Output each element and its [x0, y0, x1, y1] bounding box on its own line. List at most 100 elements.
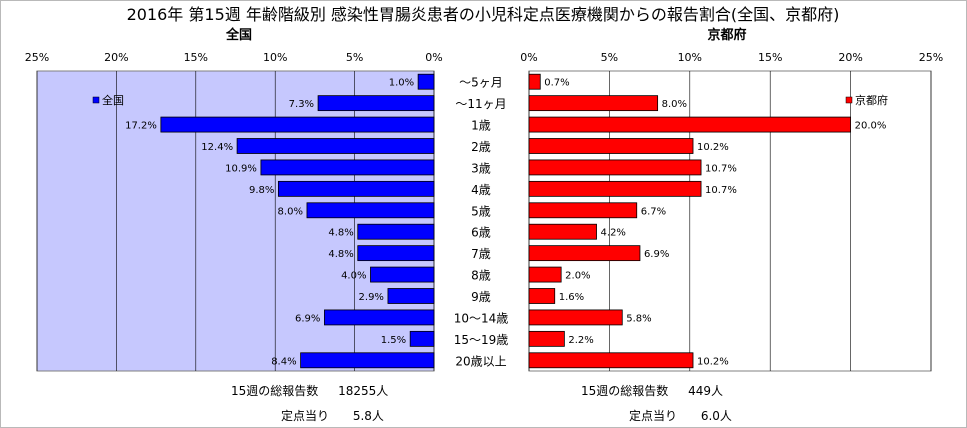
category-label: 4歳 [471, 183, 491, 197]
national-data-label: 17.2% [125, 121, 157, 132]
kyoto-bar [528, 288, 556, 304]
national-data-label: 4.0% [341, 271, 366, 282]
kyoto-tick-label: 15% [758, 51, 782, 64]
kyoto-bar [528, 309, 623, 326]
national-tick-label: 10% [263, 51, 287, 64]
national-per-value: 5.8人 [352, 409, 384, 423]
kyoto-legend-swatch [845, 96, 853, 104]
kyoto-data-label: 5.8% [626, 313, 651, 324]
national-tick-label: 25% [25, 51, 49, 64]
category-label: 5歳 [471, 204, 491, 218]
national-bar [306, 202, 435, 219]
kyoto-bar [528, 159, 702, 176]
national-tick-label: 20% [104, 51, 128, 64]
kyoto-per-value: 6.0人 [700, 409, 732, 423]
national-data-label: 6.9% [295, 313, 320, 324]
national-total-row: 15週の総報告数 18255人 [231, 382, 388, 399]
category-label: 1歳 [471, 119, 491, 133]
kyoto-tick-label: 0% [520, 51, 537, 64]
national-plot-area [36, 70, 435, 372]
kyoto-bar [528, 138, 694, 154]
national-tick-label: 15% [184, 51, 208, 64]
national-data-label: 1.5% [381, 335, 406, 346]
kyoto-data-label: 6.7% [641, 206, 666, 217]
national-data-label: 1.0% [389, 78, 414, 89]
kyoto-legend-label: 京都府 [855, 93, 888, 107]
kyoto-bar [528, 245, 641, 262]
national-bar [417, 73, 435, 90]
national-bar [260, 159, 435, 176]
national-data-label: 4.8% [328, 228, 353, 239]
kyoto-data-label: 10.2% [697, 356, 729, 367]
kyoto-bar [528, 266, 562, 283]
kyoto-total-value: 449人 [688, 384, 724, 398]
category-label: 10～14歳 [454, 311, 509, 325]
kyoto-data-label: 20.0% [855, 121, 887, 132]
national-bar [357, 245, 435, 262]
category-label: ～5ヶ月 [459, 76, 503, 90]
kyoto-tick-label: 20% [838, 51, 862, 64]
national-data-label: 4.8% [328, 249, 353, 260]
category-label: 7歳 [471, 247, 491, 261]
kyoto-data-label: 10.7% [705, 185, 737, 196]
kyoto-data-label: 8.0% [662, 99, 687, 110]
kyoto-panel-title: 京都府 [707, 27, 746, 43]
national-data-label: 12.4% [201, 142, 233, 153]
national-data-label: 2.9% [359, 292, 384, 303]
kyoto-data-label: 4.2% [601, 228, 626, 239]
national-legend-label: 全国 [102, 93, 124, 107]
national-data-label: 10.9% [225, 163, 257, 174]
kyoto-data-label: 10.7% [705, 163, 737, 174]
kyoto-bar [528, 352, 694, 369]
national-bar [277, 180, 435, 197]
national-bar [236, 138, 435, 154]
category-label: 2歳 [471, 140, 491, 154]
kyoto-total-label: 15週の総報告数 [581, 384, 669, 398]
kyoto-data-label: 10.2% [697, 142, 729, 153]
kyoto-data-label: 1.6% [559, 292, 584, 303]
chart-title: 2016年 第15週 年齢階級別 感染性胃腸炎患者の小児科定点医療機関からの報告… [127, 5, 840, 24]
national-data-label: 8.4% [271, 356, 296, 367]
national-panel-title: 全国 [225, 27, 252, 43]
national-data-label: 9.8% [249, 185, 274, 196]
national-per-row: 定点当り 5.8人 [281, 407, 384, 424]
national-bar [160, 116, 435, 133]
national-bar [370, 266, 435, 283]
category-label: 8歳 [471, 269, 491, 283]
national-bar [324, 309, 435, 326]
national-bar [357, 223, 435, 240]
kyoto-bar [528, 223, 597, 240]
national-tick-label: 0% [425, 51, 442, 64]
category-label: 3歳 [471, 161, 491, 175]
category-label: ～11ヶ月 [455, 97, 506, 111]
national-bar [317, 95, 435, 112]
kyoto-bar [528, 95, 659, 112]
national-bar [409, 330, 435, 347]
national-tick-label: 5% [346, 51, 363, 64]
kyoto-bar [528, 73, 541, 90]
kyoto-per-row: 定点当り 6.0人 [629, 407, 732, 424]
national-bar [387, 288, 435, 304]
kyoto-plot-area [528, 70, 932, 372]
national-data-label: 8.0% [278, 206, 303, 217]
national-legend-swatch [92, 96, 100, 104]
national-bar [300, 352, 435, 369]
kyoto-bar [528, 116, 852, 133]
kyoto-data-label: 6.9% [644, 249, 669, 260]
kyoto-bar [528, 202, 638, 219]
kyoto-tick-label: 5% [601, 51, 618, 64]
category-label: 9歳 [471, 290, 491, 304]
kyoto-data-label: 2.0% [565, 271, 590, 282]
kyoto-total-row: 15週の総報告数 449人 [581, 382, 723, 399]
national-total-label: 15週の総報告数 [231, 384, 319, 398]
kyoto-data-label: 2.2% [568, 335, 593, 346]
kyoto-tick-label: 10% [678, 51, 702, 64]
kyoto-data-label: 0.7% [544, 78, 569, 89]
national-per-label: 定点当り [281, 409, 330, 423]
category-label: 6歳 [471, 226, 491, 240]
category-label: 15～19歳 [454, 333, 509, 347]
kyoto-tick-label: 25% [919, 51, 943, 64]
category-label: 20歳以上 [455, 354, 506, 368]
